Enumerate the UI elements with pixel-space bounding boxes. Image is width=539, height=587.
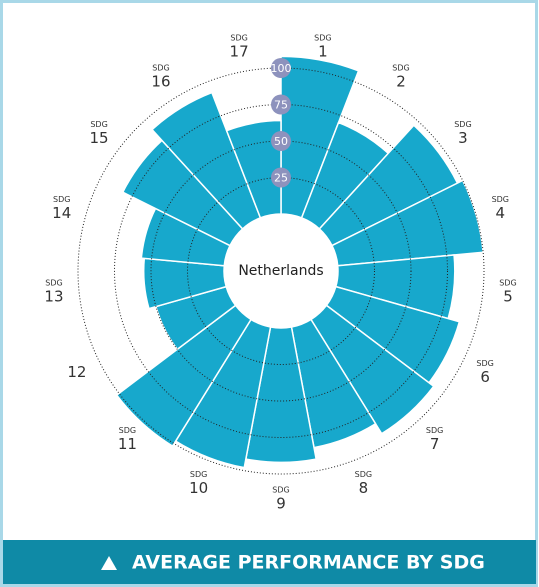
center-hole — [224, 214, 338, 328]
tick-bubble — [271, 167, 291, 188]
tick-bubble — [271, 94, 291, 115]
category-label: 11 — [118, 435, 137, 453]
category-prefix: SDG — [272, 486, 289, 495]
grid-circle — [77, 67, 485, 475]
category-prefix: SDG — [53, 195, 70, 204]
category-label: 6 — [480, 368, 490, 386]
r-tick-label: 100 — [271, 62, 292, 75]
category-prefix: SDG — [454, 120, 471, 129]
r-tick-label: 75 — [274, 99, 288, 112]
banner — [3, 540, 536, 584]
banner-icon — [101, 556, 117, 570]
plot: Netherlands255075100SDG1SDG2SDG3SDG4SDG5… — [44, 33, 516, 512]
category-prefix: SDG — [314, 33, 331, 42]
category-prefix: SDG — [476, 359, 493, 368]
category-prefix: SDG — [119, 426, 136, 435]
tick-bubble — [271, 131, 291, 151]
category-prefix: SDG — [392, 64, 409, 73]
category-label: 10 — [189, 479, 208, 497]
tick-bubble — [271, 58, 291, 78]
r-tick-label: 25 — [274, 172, 288, 185]
category-label: 7 — [430, 435, 440, 453]
category-label: 17 — [230, 42, 249, 60]
r-tick-label: 50 — [274, 135, 288, 148]
category-label: 12 — [67, 363, 86, 381]
grid-circle — [187, 177, 375, 365]
category-label: 15 — [90, 129, 109, 147]
category-prefix: SDG — [492, 195, 509, 204]
category-prefix: SDG — [152, 64, 169, 73]
center-label: Netherlands — [238, 263, 323, 279]
category-prefix: SDG — [230, 33, 247, 42]
category-prefix: SDG — [426, 426, 443, 435]
category-label: 8 — [359, 479, 369, 497]
category-label: 4 — [496, 204, 506, 222]
category-prefix: SDG — [499, 279, 516, 288]
grid-circle — [114, 104, 448, 438]
category-label: 5 — [503, 288, 513, 306]
banner-title: AVERAGE PERFORMANCE BY SDG — [132, 552, 485, 574]
category-label: 9 — [276, 495, 286, 513]
category-label: 1 — [318, 42, 328, 60]
category-prefix: SDG — [190, 470, 207, 479]
category-prefix: SDG — [45, 279, 62, 288]
category-prefix: SDG — [90, 120, 107, 129]
category-label: 3 — [458, 129, 468, 147]
category-prefix: SDG — [355, 470, 372, 479]
category-label: 14 — [52, 204, 71, 222]
category-label: 13 — [44, 288, 63, 306]
category-label: 16 — [151, 73, 170, 91]
category-label: 2 — [396, 73, 406, 91]
